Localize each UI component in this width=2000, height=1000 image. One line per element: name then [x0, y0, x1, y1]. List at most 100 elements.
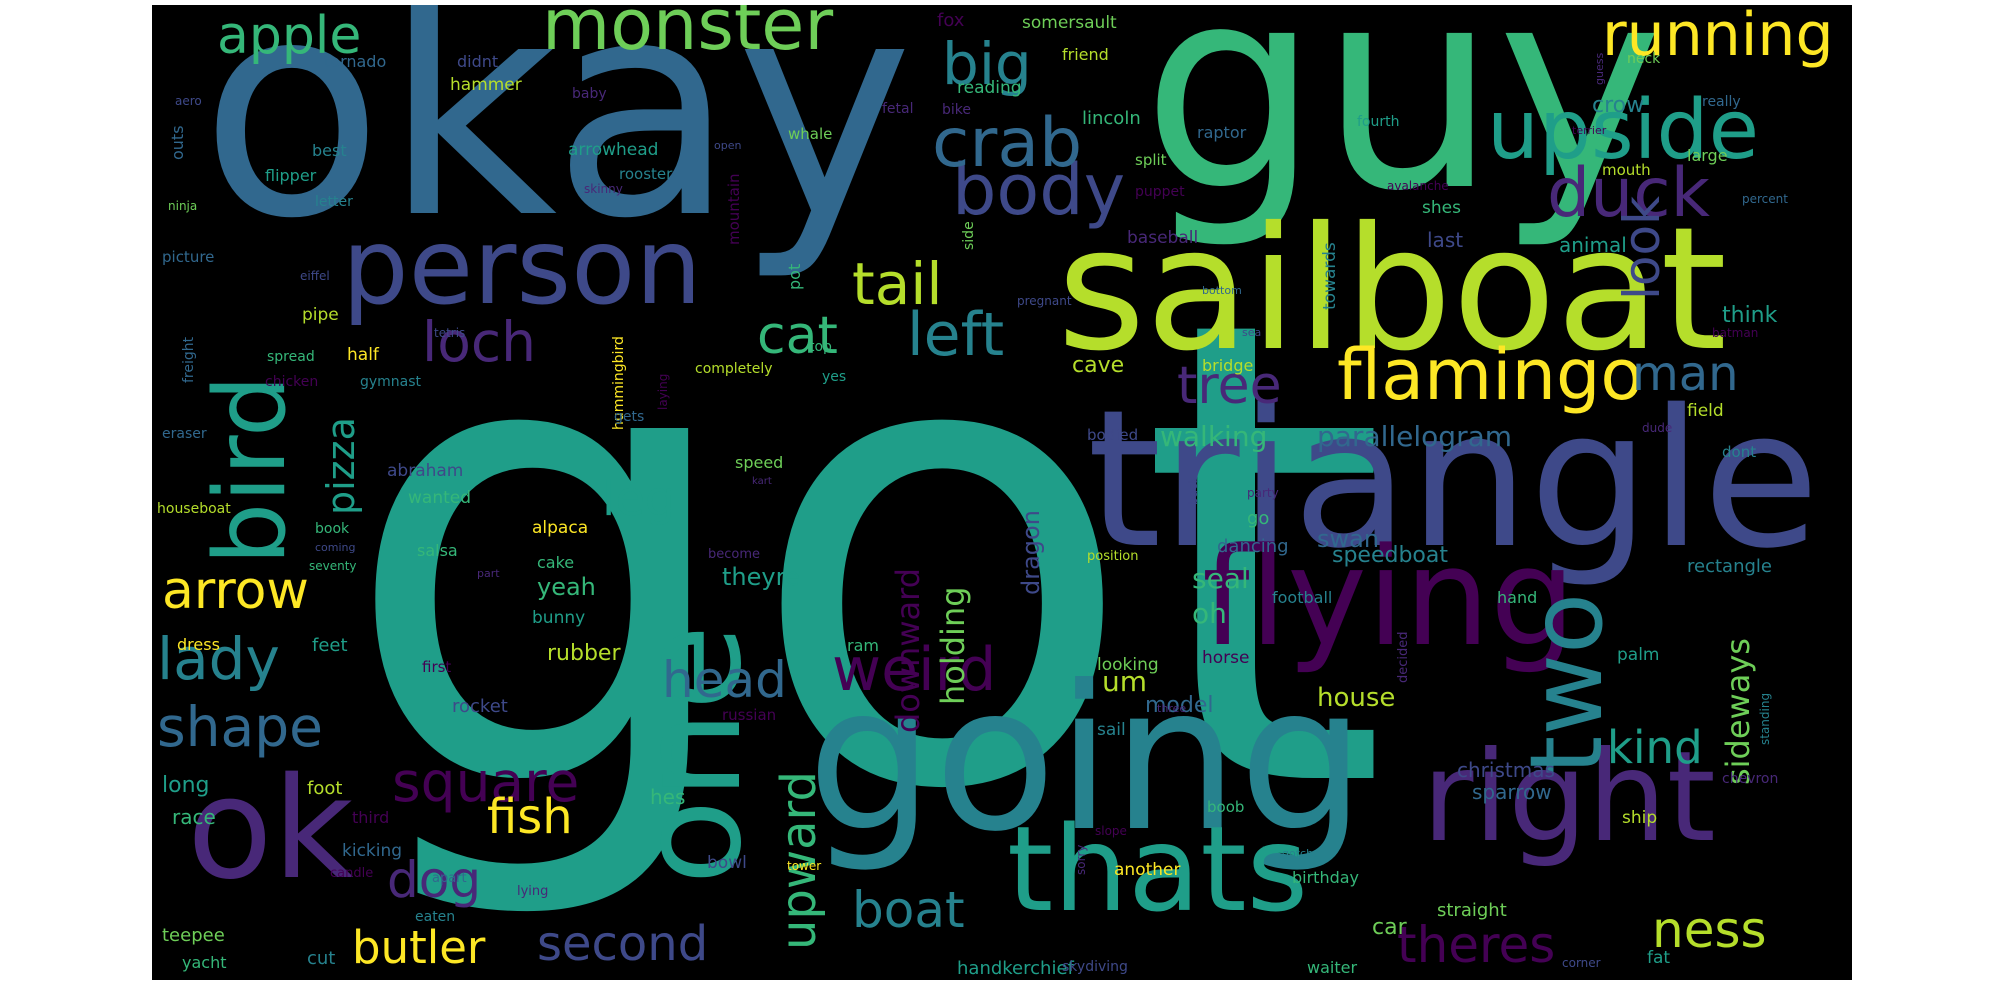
word-animal: animal: [1559, 233, 1627, 257]
word-guy: guy: [1142, 5, 1663, 253]
word-somersault: somersault: [1022, 13, 1117, 33]
word-really: really: [1702, 94, 1741, 110]
word-cat: cat: [757, 306, 838, 366]
word-baby: baby: [572, 86, 607, 102]
word-sail: sail: [1097, 720, 1126, 740]
word-friend: friend: [1062, 45, 1109, 64]
word-walking: walking: [1160, 420, 1268, 453]
word-terrier: terrier: [1572, 124, 1607, 137]
word-got: got: [340, 184, 1389, 929]
word-yeah: yeah: [537, 573, 596, 601]
word-outs: outs: [168, 125, 187, 160]
word-rubber: rubber: [547, 641, 621, 666]
word-another: another: [1114, 860, 1181, 880]
word-split: split: [1135, 151, 1167, 169]
word-bike: bike: [942, 102, 971, 118]
word-baseball: baseball: [1127, 228, 1199, 248]
word-skinny: skinny: [584, 182, 623, 196]
word-kicking: kicking: [342, 841, 403, 861]
word-foot: foot: [307, 778, 343, 799]
word-three: three: [1157, 702, 1187, 715]
word-rocket: rocket: [452, 696, 508, 717]
word-big: big: [942, 30, 1032, 98]
word-field: field: [1687, 401, 1724, 421]
word-candle: candle: [330, 866, 374, 881]
word-football: football: [1272, 588, 1333, 607]
word-dont: dont: [1722, 443, 1757, 461]
word-loch: loch: [422, 310, 537, 374]
word-tail: tail: [852, 250, 943, 318]
word-decided: decided: [1396, 631, 1411, 683]
word-sorry: sorry: [1074, 844, 1088, 875]
word-shes: shes: [1422, 198, 1461, 218]
word-person: person: [342, 206, 702, 328]
word-dude: dude: [1642, 421, 1673, 435]
word-dress: dress: [177, 635, 220, 654]
word-skydiving: skydiving: [1062, 959, 1128, 975]
word-crow: crow: [1592, 93, 1645, 118]
word-kart: kart: [752, 476, 772, 487]
word-side: side: [961, 221, 977, 250]
word-open: open: [714, 139, 742, 152]
word-go: go: [1247, 508, 1270, 529]
word-lady: lady: [157, 625, 280, 693]
word-cloud: got okay guy sailboat triangle going person fly…: [152, 5, 1852, 980]
word-large: large: [1687, 146, 1728, 165]
word-part: part: [477, 567, 500, 580]
word-tetris: tetris: [434, 326, 466, 340]
word-fat: fat: [1647, 948, 1671, 968]
word-yacht: yacht: [182, 953, 227, 972]
word-abraham: abraham: [387, 461, 464, 481]
word-corner: corner: [1562, 956, 1601, 970]
word-alpaca: alpaca: [532, 518, 589, 538]
word-pot: pot: [785, 263, 804, 290]
word-upside: upside: [1487, 83, 1760, 178]
word-right: right: [1422, 725, 1716, 870]
word-horse: horse: [1202, 648, 1250, 668]
word-laying: laying: [656, 373, 670, 410]
word-bird: bird: [194, 374, 308, 565]
word-eaten: eaten: [415, 909, 456, 925]
word-whale: whale: [788, 125, 833, 143]
word-hes: hes: [650, 785, 686, 809]
word-two: two: [1508, 592, 1625, 775]
word-gotcha: gotcha: [1282, 847, 1320, 860]
word-eiffel: eiffel: [300, 269, 330, 283]
word-hammer: hammer: [450, 75, 522, 95]
word-house: house: [1317, 683, 1396, 713]
word-theyre: theyre: [722, 563, 800, 591]
word-ninja: ninja: [168, 199, 198, 213]
word-freight: freight: [181, 336, 197, 383]
word-rooster: rooster: [619, 165, 673, 183]
word-second: second: [537, 916, 709, 972]
word-holding: holding: [934, 586, 972, 705]
word-dancing: dancing: [1217, 536, 1289, 557]
word-straight: straight: [1437, 900, 1507, 921]
word-puppet: puppet: [1135, 184, 1185, 200]
word-thats: thats: [1007, 800, 1309, 938]
word-rectangle: rectangle: [1687, 556, 1772, 577]
word-position: position: [1087, 549, 1139, 564]
word-aero: aero: [175, 94, 202, 108]
word-third: third: [352, 808, 390, 827]
word-ship: ship: [1622, 808, 1658, 828]
word-top: top: [809, 339, 832, 355]
word-swan: swan: [1317, 525, 1380, 553]
word-sea: sea: [1242, 326, 1262, 339]
word-didnt: didnt: [457, 52, 499, 71]
word-kind: kind: [1607, 721, 1703, 774]
word-crab: crab: [932, 104, 1083, 183]
word-towards: towards: [1320, 242, 1340, 310]
word-sparrow: sparrow: [1472, 780, 1552, 804]
word-spread: spread: [267, 349, 315, 365]
word-car: car: [1372, 915, 1407, 940]
word-going: going: [807, 643, 1366, 876]
word-cut: cut: [307, 948, 336, 969]
word-butler: butler: [352, 921, 486, 974]
word-salsa: salsa: [417, 541, 458, 560]
word-half: half: [347, 345, 379, 365]
word-chevron: chevron: [1722, 771, 1779, 787]
word-left: left: [907, 300, 1005, 370]
word-ness: ness: [1652, 901, 1767, 959]
word-back: back: [1186, 476, 1200, 505]
